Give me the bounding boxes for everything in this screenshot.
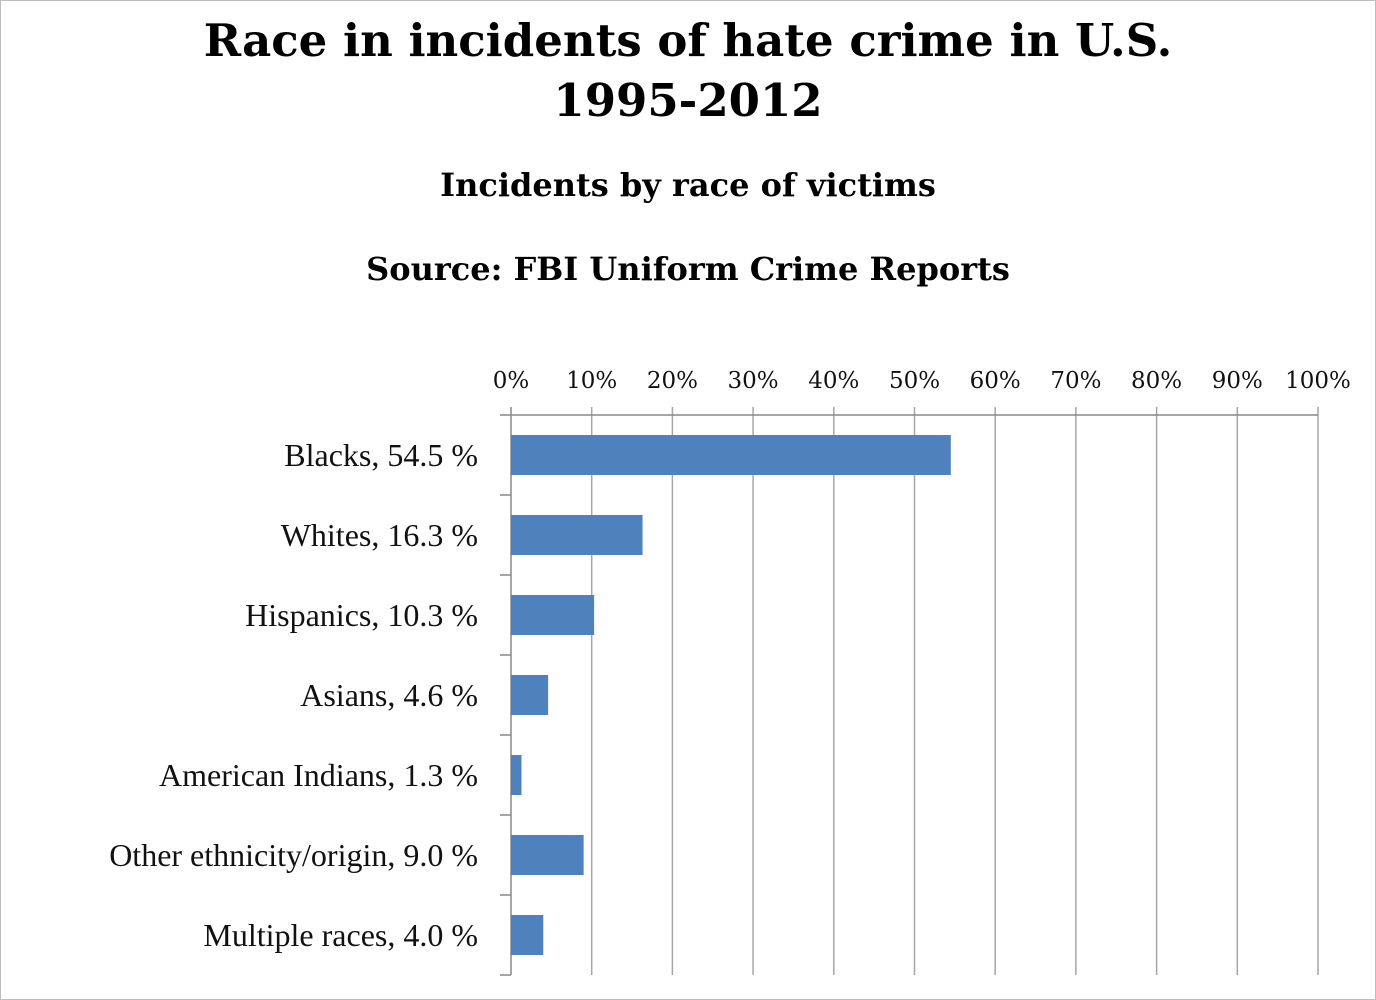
bar: [511, 675, 549, 715]
x-tick-label: 50%: [889, 368, 940, 394]
bar: [511, 835, 584, 875]
x-tick-label: 40%: [808, 368, 859, 394]
chart-title-line-1: Race in incidents of hate crime in U.S.: [203, 14, 1173, 67]
category-label: Whites, 16.3 %: [281, 517, 478, 553]
x-tick-label: 70%: [1050, 368, 1101, 394]
bar: [511, 515, 643, 555]
category-label: Multiple races, 4.0 %: [203, 917, 478, 953]
chart-title-line-2: 1995-2012: [553, 74, 823, 127]
bar: [511, 755, 522, 795]
bar: [511, 915, 544, 955]
category-label: Other ethnicity/origin, 9.0 %: [109, 837, 478, 873]
category-label: Hispanics, 10.3 %: [245, 597, 478, 633]
x-tick-label: 0%: [493, 368, 530, 394]
category-label: Blacks, 54.5 %: [284, 437, 478, 473]
category-label: Asians, 4.6 %: [300, 677, 478, 713]
x-tick-label: 100%: [1285, 368, 1351, 394]
bar: [511, 435, 951, 475]
bar: [511, 595, 595, 635]
x-tick-label: 60%: [970, 368, 1021, 394]
chart-source: Source: FBI Uniform Crime Reports: [366, 250, 1010, 288]
x-tick-label: 10%: [566, 368, 617, 394]
x-tick-label: 80%: [1131, 368, 1182, 394]
x-tick-label: 90%: [1212, 368, 1263, 394]
chart-subtitle: Incidents by race of victims: [440, 166, 936, 204]
x-tick-label: 30%: [728, 368, 779, 394]
x-tick-label: 20%: [647, 368, 698, 394]
category-label: American Indians, 1.3 %: [159, 757, 478, 793]
